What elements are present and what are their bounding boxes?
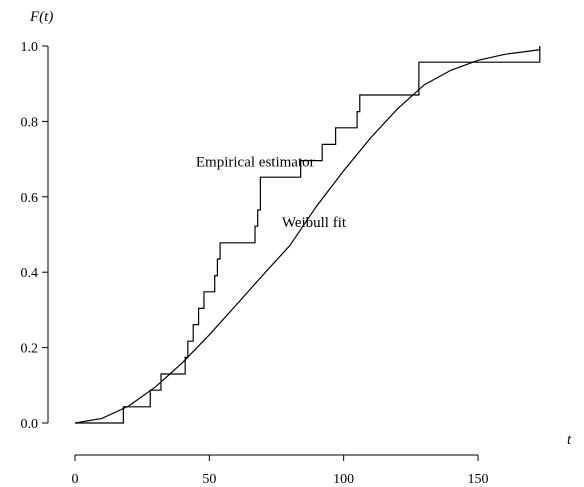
series-empirical-step (75, 46, 541, 424)
x-axis-title: t (567, 432, 572, 448)
x-tick-label: 0 (72, 472, 79, 487)
y-tick-label: 0.2 (21, 342, 39, 357)
y-tick-label: 0.6 (21, 191, 39, 206)
x-tick-label: 150 (468, 472, 489, 487)
y-tick-label: 0.8 (21, 115, 39, 130)
x-ticks: 0 50 100 150 (72, 455, 489, 487)
y-ticks: 0.0 0.2 0.4 0.6 0.8 1.0 (21, 40, 48, 432)
y-axis-title: F(t) (29, 9, 53, 25)
x-tick-label: 50 (202, 472, 216, 487)
series-weibull-curve (74, 49, 540, 424)
axes (47, 46, 478, 456)
series-group (74, 46, 541, 424)
annotation-weibull: Weibull fit (282, 215, 347, 231)
y-tick-label: 0.4 (21, 266, 39, 281)
annotation-empirical: Empirical estimator (196, 155, 315, 171)
y-tick-label: 1.0 (21, 40, 39, 55)
y-tick-label: 0.0 (21, 417, 39, 432)
x-tick-label: 100 (333, 472, 354, 487)
